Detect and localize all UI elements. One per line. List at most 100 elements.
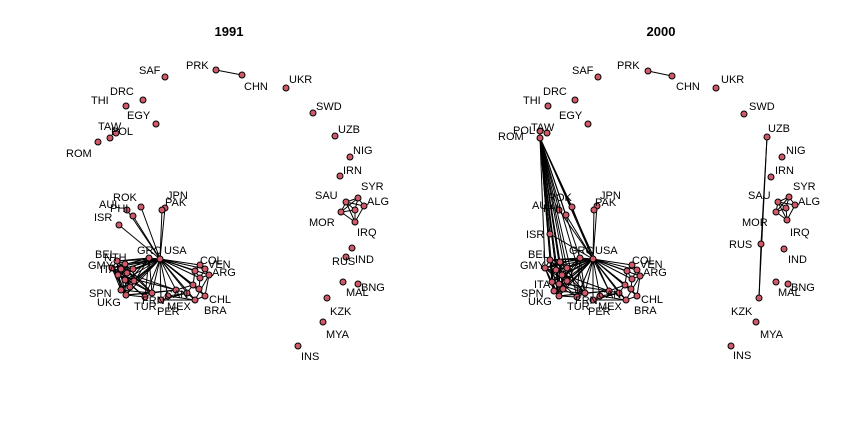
edge-ita-ukg bbox=[117, 274, 127, 296]
node-irq bbox=[351, 218, 359, 226]
node-label-prk: PRK bbox=[617, 60, 640, 72]
node-am5 bbox=[615, 289, 623, 297]
node-rom bbox=[536, 134, 544, 142]
node-label-arg: ARG bbox=[643, 267, 667, 279]
edge-sau-irq bbox=[345, 201, 356, 223]
node-label-usa: USA bbox=[164, 245, 187, 257]
node-nig bbox=[346, 153, 354, 161]
node-drc bbox=[571, 96, 579, 104]
node-ukr bbox=[712, 84, 720, 92]
node-ita bbox=[548, 278, 556, 286]
edge-uzb-rus bbox=[760, 136, 768, 245]
edge-usa-am2 bbox=[159, 258, 201, 279]
node-label-bra: BRA bbox=[204, 305, 227, 317]
node-col bbox=[196, 261, 204, 269]
node-saf bbox=[161, 73, 169, 81]
node-label-sau: SAU bbox=[748, 190, 771, 202]
node-label-rom: ROM bbox=[498, 131, 524, 143]
node-label-ind: IND bbox=[788, 254, 807, 266]
node-syr bbox=[785, 193, 793, 201]
node-bel bbox=[113, 257, 121, 265]
node-alg2 bbox=[351, 206, 359, 214]
node-gmy bbox=[541, 264, 549, 272]
node-label-bng: BNG bbox=[361, 282, 385, 294]
edge-usa-tur bbox=[576, 258, 594, 298]
node-label-jpn: JPN bbox=[167, 190, 188, 202]
edge-tur-grc bbox=[144, 257, 150, 298]
node-pol bbox=[536, 127, 544, 135]
node-frn bbox=[148, 289, 156, 297]
node-aul bbox=[555, 206, 563, 214]
node-spn bbox=[550, 287, 558, 295]
node-can bbox=[605, 287, 613, 295]
node-label-irn: IRN bbox=[775, 165, 794, 177]
node-label-ven: VEN bbox=[640, 259, 663, 271]
node-taw bbox=[543, 129, 551, 137]
node-am1 bbox=[623, 267, 631, 275]
node-label-nig: NIG bbox=[786, 145, 806, 157]
edge-rom-eu4 bbox=[539, 137, 568, 282]
node-mal bbox=[772, 278, 780, 286]
node-nth bbox=[556, 258, 564, 266]
node-pak bbox=[158, 206, 166, 214]
node-alg bbox=[791, 201, 799, 209]
node-per bbox=[589, 296, 597, 304]
node-label-phi: PHI bbox=[543, 203, 561, 215]
node-label-chn: CHN bbox=[244, 81, 268, 93]
node-prk bbox=[212, 66, 220, 74]
node-rus bbox=[757, 240, 765, 248]
edge-usa-col bbox=[592, 258, 633, 266]
node-ins bbox=[727, 342, 735, 350]
node-label-ins: INS bbox=[733, 350, 751, 362]
node-label-ukr: UKR bbox=[289, 74, 312, 86]
node-eu5 bbox=[559, 285, 567, 293]
node-label-can: CAN bbox=[598, 289, 621, 301]
panel-1991-title: 1991 bbox=[215, 24, 244, 39]
node-label-mya: MYA bbox=[760, 329, 784, 341]
node-eu2 bbox=[129, 265, 137, 273]
edge-prk-chn bbox=[647, 70, 673, 77]
node-ukg bbox=[555, 292, 563, 300]
node-tur bbox=[573, 293, 581, 301]
node-alg bbox=[360, 202, 368, 210]
node-eu5 bbox=[126, 283, 134, 291]
node-eu3 bbox=[555, 280, 563, 288]
node-prk bbox=[644, 67, 652, 75]
edge-usa-rok bbox=[571, 206, 594, 260]
node-per bbox=[157, 296, 165, 304]
node-rus bbox=[348, 244, 356, 252]
node-label-syr: SYR bbox=[793, 181, 816, 193]
node-label-pak: PAK bbox=[165, 197, 187, 209]
node-label-saf: SAF bbox=[572, 65, 594, 77]
node-usa bbox=[156, 255, 164, 263]
edges-2000 bbox=[539, 70, 796, 301]
node-bng bbox=[354, 280, 362, 288]
node-uzb bbox=[331, 132, 339, 140]
node-irq bbox=[783, 216, 791, 224]
node-chl bbox=[201, 292, 209, 300]
node-saf bbox=[594, 73, 602, 81]
node-label-swd: SWD bbox=[749, 101, 775, 113]
node-label-grc: GRC bbox=[569, 245, 594, 257]
node-label-rok: ROK bbox=[548, 192, 573, 204]
node-mya bbox=[319, 318, 327, 326]
node-chl bbox=[633, 292, 641, 300]
node-label-mal: MAL bbox=[778, 287, 801, 299]
node-usa bbox=[589, 255, 597, 263]
node-label-pak: PAK bbox=[595, 197, 617, 209]
edge-usa-isr bbox=[549, 233, 594, 260]
node-label-sau: SAU bbox=[315, 190, 338, 202]
node-eu2 bbox=[563, 264, 571, 272]
node-am2 bbox=[628, 275, 636, 283]
node-swd bbox=[309, 109, 317, 117]
node-label-rom: ROM bbox=[66, 148, 92, 160]
node-eu1 bbox=[123, 269, 131, 277]
node-label-egy: EGY bbox=[559, 110, 583, 122]
node-label-nth: NTH bbox=[104, 252, 127, 264]
node-am4 bbox=[627, 285, 635, 293]
edge-usa-phi bbox=[132, 215, 161, 260]
node-label-mya: MYA bbox=[326, 329, 350, 341]
edge-can-frn bbox=[151, 289, 177, 294]
node-kzk bbox=[323, 294, 331, 302]
